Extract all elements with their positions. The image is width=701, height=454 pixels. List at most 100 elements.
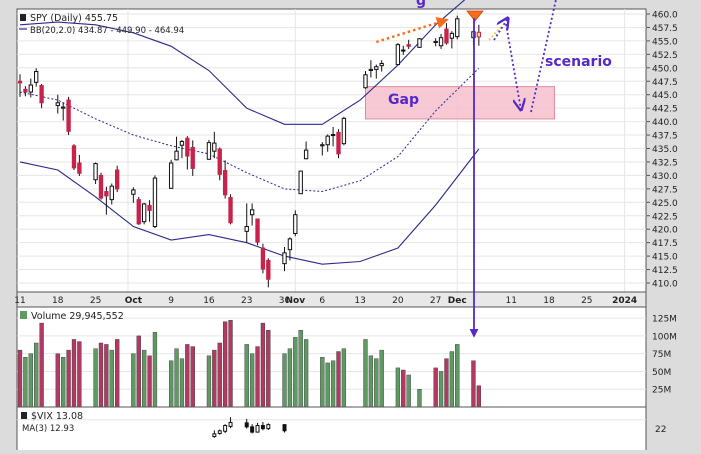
volume-bar [147,355,152,408]
price-candle-body [61,106,66,109]
price-candle-body [455,18,460,38]
vix-candle-body [212,433,217,438]
price-candle-body [190,146,195,169]
price-y-tick-label: 410.0 [652,280,678,290]
price-candle-body [71,145,77,169]
volume-bar [455,344,460,408]
volume-bar [287,348,293,408]
price-candle-body [109,185,114,201]
price-candle-body [255,218,260,243]
price-candle-body [131,189,136,195]
price-candle-body [66,99,71,132]
volume-bar [169,360,174,408]
volume-bar [336,351,341,408]
price-candle-body [147,205,152,211]
vix-candle-body [282,424,287,432]
vix-candles [212,417,287,438]
price-y-tick-label: 440.0 [652,118,678,128]
volume-bar [28,353,33,408]
volume-bar [174,348,179,408]
volume-bar [34,342,39,408]
price-candle-body [293,214,298,235]
annotations [375,0,557,112]
gap-label: Gap [388,92,419,108]
volume-bar [341,348,347,408]
price-candle-body [438,37,444,47]
volume-bar [23,357,28,408]
price-candle-body [114,169,120,190]
price-y-tick-label: 420.0 [652,226,678,236]
vix-legend: $VIX 13.08 [31,411,83,422]
volume-bar [217,342,222,408]
date-tick-label: Dec [448,296,467,306]
price-candle-body [444,28,449,44]
price-y-tick-label: 427.5 [652,185,678,195]
volume-bar [449,351,455,408]
price-y-tick-label: 442.5 [652,105,678,115]
volume-y-axis: 125M 100M 75M 50M 25M [652,315,677,396]
volume-bar [260,322,266,408]
date-tick-label: 30 [279,296,291,306]
vix-candle-body [260,425,265,430]
vix-candle-body [228,421,233,427]
bollinger-bands [19,0,480,265]
price-candle-body [136,199,141,225]
price-candle-body [395,44,401,66]
price-y-tick-label: 447.5 [652,78,678,88]
price-y-tick-label: 437.5 [652,132,678,142]
vix-candle-body [255,425,260,433]
volume-panel: 125M 100M 75M 50M 25M Volume 29,945,552 [16,306,677,408]
volume-bar [39,322,44,408]
volume-bar [266,330,271,408]
date-tick-label: 9 [168,296,174,306]
price-candle-body [98,174,104,199]
price-candle-body [363,74,368,89]
volume-bar [212,349,217,408]
price-panel: 460.0 457.5 455.0 452.5 450.0 447.5 445.0 442.5… [16,0,678,407]
volume-bar [109,349,114,408]
price-y-tick-label: 457.5 [652,24,678,34]
date-tick-label: 25 [90,296,101,306]
price-y-tick-label: 445.0 [652,91,678,101]
price-candle-body [179,141,185,146]
price-candle-body [17,80,23,84]
volume-bar [185,344,190,408]
volume-bar [152,332,158,408]
volume-y-tick-label: 100M [652,332,677,342]
price-candle-body [104,191,109,197]
top-cut-label: g [416,0,426,9]
price-y-tick-label: 455.0 [652,37,678,47]
price-y-tick-label: 430.0 [652,172,678,182]
volume-bar [293,337,298,408]
volume-bar [417,389,422,408]
vix-y-tick: 22 [655,425,666,435]
price-y-axis: 460.0 457.5 455.0 452.5 450.0 447.5 445.0 442.5… [646,11,678,290]
volume-bar [228,320,233,408]
volume-bar [401,369,406,408]
volume-bar [330,360,336,408]
volume-bar [136,335,141,408]
date-tick-label: 6 [319,296,325,306]
volume-bar [379,349,384,408]
date-tick-label: 23 [241,296,252,306]
date-tick-label: 11 [506,296,517,306]
price-candle-body [228,196,233,224]
volume-bar [395,367,401,408]
price-candle-body [141,203,147,223]
price-y-tick-label: 412.5 [652,266,678,276]
vix-candle-body [217,430,222,434]
price-candle-body [152,177,158,228]
volume-bar [303,339,309,408]
date-tick-label: 2024 [612,296,637,306]
top-marker-triangle [466,10,484,22]
price-candle-body [476,31,482,38]
volume-bar [17,349,23,408]
volume-bar [98,342,104,408]
volume-bar [433,367,438,408]
volume-bar [131,353,136,408]
price-candle-body [266,259,271,280]
volume-bar [61,357,66,408]
volume-bar [255,346,260,408]
